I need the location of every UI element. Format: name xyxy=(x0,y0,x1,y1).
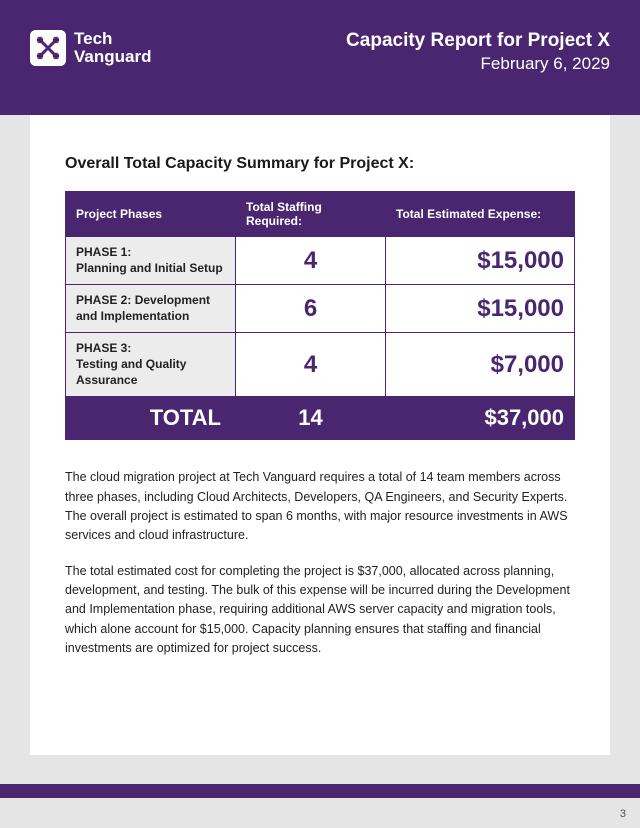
staffing-cell: 4 xyxy=(236,237,386,285)
col-header-expense: Total Estimated Expense: xyxy=(386,192,575,237)
phase-cell: PHASE 3: Testing and Quality Assurance xyxy=(66,333,236,397)
brand-block: Tech Vanguard xyxy=(30,30,151,66)
col-header-staffing: Total Staffing Required: xyxy=(236,192,386,237)
summary-paragraph: The cloud migration project at Tech Vang… xyxy=(65,468,575,546)
brand-name-line2: Vanguard xyxy=(74,48,151,66)
phase-code: PHASE 2: xyxy=(76,293,131,307)
report-date: February 6, 2029 xyxy=(346,54,610,74)
table-header-row: Project Phases Total Staffing Required: … xyxy=(66,192,575,237)
table-row: PHASE 3: Testing and Quality Assurance 4… xyxy=(66,333,575,397)
table-total-row: TOTAL 14 $37,000 xyxy=(66,397,575,440)
phase-cell: PHASE 2: Development and Implementation xyxy=(66,285,236,333)
phase-code: PHASE 3: xyxy=(76,341,131,355)
staffing-cell: 6 xyxy=(236,285,386,333)
page-card: Overall Total Capacity Summary for Proje… xyxy=(30,115,610,755)
brand-name-line1: Tech xyxy=(74,30,151,48)
col-header-phases: Project Phases xyxy=(66,192,236,237)
page-number: 3 xyxy=(620,808,626,820)
total-label: TOTAL xyxy=(66,397,236,440)
phase-name: Planning and Initial Setup xyxy=(76,261,223,275)
table-row: PHASE 2: Development and Implementation … xyxy=(66,285,575,333)
total-staffing: 14 xyxy=(236,397,386,440)
expense-cell: $7,000 xyxy=(386,333,575,397)
table-row: PHASE 1: Planning and Initial Setup 4 $1… xyxy=(66,237,575,285)
staffing-cell: 4 xyxy=(236,333,386,397)
section-title: Overall Total Capacity Summary for Proje… xyxy=(65,155,575,173)
footer-bar xyxy=(0,784,640,798)
summary-paragraph: The total estimated cost for completing … xyxy=(65,562,575,659)
expense-cell: $15,000 xyxy=(386,285,575,333)
report-header: Tech Vanguard Capacity Report for Projec… xyxy=(0,0,640,115)
header-meta: Capacity Report for Project X February 6… xyxy=(346,30,610,74)
phase-cell: PHASE 1: Planning and Initial Setup xyxy=(66,237,236,285)
brand-name: Tech Vanguard xyxy=(74,30,151,66)
phase-name: Testing and Quality Assurance xyxy=(76,357,186,387)
total-expense: $37,000 xyxy=(386,397,575,440)
report-title: Capacity Report for Project X xyxy=(346,30,610,52)
phase-code: PHASE 1: xyxy=(76,245,131,259)
summary-text: The cloud migration project at Tech Vang… xyxy=(65,468,575,658)
expense-cell: $15,000 xyxy=(386,237,575,285)
capacity-table: Project Phases Total Staffing Required: … xyxy=(65,191,575,440)
brand-logo-icon xyxy=(30,30,66,66)
